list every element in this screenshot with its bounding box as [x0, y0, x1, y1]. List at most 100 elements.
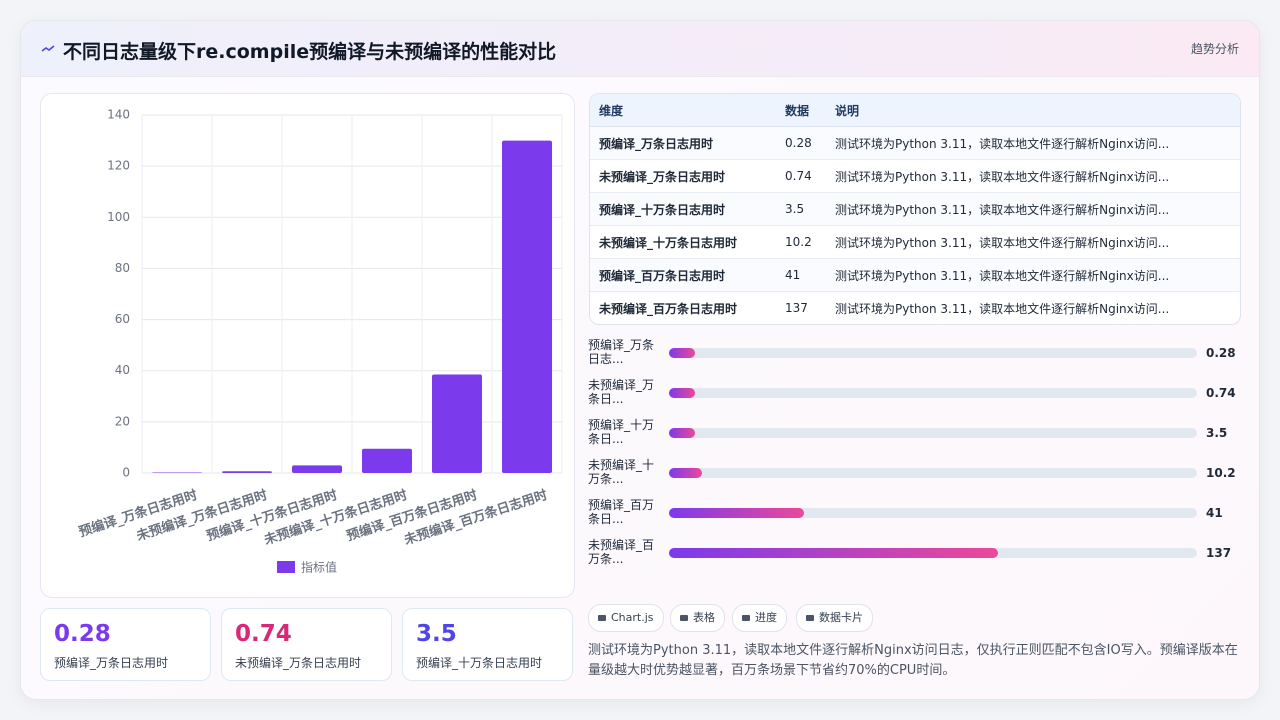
column-header: 维度	[590, 94, 776, 127]
column-header: 说明	[826, 94, 1240, 127]
table-cell: 测试环境为Python 3.11，读取本地文件逐行解析Nginx访问...	[826, 127, 1240, 160]
table-cell: 预编译_十万条日志用时	[590, 193, 776, 226]
progress-row: 未预编译_百万条... 137	[588, 538, 1248, 578]
bar	[362, 448, 412, 473]
view-tab[interactable]: 表格	[670, 604, 725, 632]
table-cell: 0.74	[776, 160, 826, 193]
progress-track	[669, 548, 1197, 558]
tab-label: 表格	[693, 611, 715, 624]
bar	[502, 140, 552, 474]
tab-label: 数据卡片	[819, 611, 863, 624]
progress-fill	[669, 348, 696, 358]
view-tab[interactable]: 数据卡片	[796, 604, 873, 632]
view-tab[interactable]: 进度	[732, 604, 787, 632]
progress-row: 未预编译_十万条... 10.2	[588, 458, 1248, 498]
chart-panel: 0 20 40 60 80 100 120 140 预编译_万条日志用时 未预编译_万条日志用时预…	[40, 93, 575, 598]
dashboard: 不同日志量级下re.compile预编译与未预编译的性能对比 趋势分析 0 20 4…	[20, 20, 1260, 700]
progress-value: 137	[1206, 546, 1232, 560]
bar	[432, 374, 482, 473]
table-row: 未预编译_百万条日志用时 137 测试环境为Python 3.11，读取本地文件逐行…	[590, 292, 1240, 324]
table-row: 预编译_百万条日志用时 41 测试环境为Python 3.11，读取本地文件逐行解析…	[590, 259, 1240, 292]
tab-label: 进度	[755, 611, 777, 624]
y-tick-label: 40	[115, 363, 130, 377]
progress-row: 预编译_十万条日... 3.5	[588, 418, 1248, 458]
legend-swatch	[277, 561, 295, 573]
legend-label: 指标值	[301, 560, 337, 575]
table-row: 未预编译_十万条日志用时 10.2 测试环境为Python 3.11，读取本地文件逐…	[590, 226, 1240, 259]
progress-fill	[669, 388, 696, 398]
progress-fill	[669, 548, 998, 558]
progress-track	[669, 468, 1197, 478]
table-row: 预编译_十万条日志用时 3.5 测试环境为Python 3.11，读取本地文件逐行解…	[590, 193, 1240, 226]
progress-value: 0.28	[1206, 346, 1236, 360]
tab-label: Chart.js	[611, 611, 654, 624]
table-cell: 0.28	[776, 127, 826, 160]
card-label: 未预编译_万条日志用时	[235, 656, 362, 670]
bar	[152, 472, 202, 473]
table-cell: 10.2	[776, 226, 826, 259]
progress-fill	[669, 428, 696, 438]
progress-label: 预编译_百万条日...	[588, 498, 655, 526]
trend-button[interactable]: 趋势分析	[1190, 42, 1239, 56]
progress-label: 未预编译_百万条...	[588, 538, 655, 566]
table-cell: 137	[785, 301, 808, 315]
progress-label: 预编译_万条日志...	[588, 338, 655, 366]
progress-track	[669, 388, 1197, 398]
progress-fill	[669, 508, 805, 518]
progress-label: 未预编译_万条日...	[588, 378, 655, 406]
progress-track	[669, 508, 1197, 518]
tab-icon	[598, 615, 606, 621]
table-cell: 预编译_万条日志用时	[590, 127, 776, 160]
progress-label: 预编译_十万条日...	[588, 418, 655, 446]
card-value: 0.28	[54, 621, 111, 647]
card-value: 3.5	[416, 621, 457, 647]
tab-icon	[806, 615, 814, 621]
progress-value: 0.74	[1206, 386, 1236, 400]
table-cell: 未预编译_万条日志用时	[590, 160, 776, 193]
bar-chart: 020406080100120140预编译_万条日志用时未预编译_万条日志用时预…	[77, 108, 563, 575]
table-row: 预编译_万条日志用时 0.28 测试环境为Python 3.11，读取本地文件逐行解…	[590, 127, 1240, 160]
table-cell: 41	[776, 259, 826, 292]
table-cell: 3.5	[776, 193, 826, 226]
y-tick-label: 100	[107, 210, 130, 224]
tab-icon	[742, 615, 750, 621]
view-tab[interactable]: Chart.js	[588, 604, 664, 632]
progress-value: 3.5	[1206, 426, 1228, 440]
table-cell: 未预编译_百万条日志用时	[599, 301, 738, 316]
y-tick-label: 20	[115, 414, 130, 428]
y-tick-label: 80	[115, 261, 130, 275]
table-row: 未预编译_万条日志用时 0.74 测试环境为Python 3.11，读取本地文件逐行…	[590, 160, 1240, 193]
stat-card: 0.28 预编译_万条日志用时	[40, 608, 211, 681]
y-tick-label: 140	[107, 108, 130, 122]
progress-row: 未预编译_万条日... 0.74	[588, 378, 1248, 418]
card-label: 预编译_万条日志用时	[54, 656, 169, 670]
progress-fill	[669, 468, 703, 478]
title-icon	[41, 45, 55, 52]
progress-value: 41	[1206, 506, 1223, 520]
bar	[292, 465, 342, 473]
data-table: 维度 数据 说明 预编译_万条日志用时 0.28 测试环境为Python 3.11，读取本…	[589, 93, 1241, 325]
progress-label: 未预编译_十万条...	[588, 458, 655, 486]
column-header: 数据	[776, 94, 826, 127]
bar	[222, 471, 272, 473]
table-cell: 预编译_百万条日志用时	[590, 259, 776, 292]
card-value: 0.74	[235, 621, 292, 647]
table-cell: 测试环境为Python 3.11，读取本地文件逐行解析Nginx访问...	[835, 301, 1170, 316]
table-cell: 测试环境为Python 3.11，读取本地文件逐行解析Nginx访问...	[826, 160, 1240, 193]
table-cell: 未预编译_十万条日志用时	[590, 226, 776, 259]
stat-card: 3.5 预编译_十万条日志用时	[402, 608, 573, 681]
y-tick-label: 60	[115, 312, 130, 326]
progress-row: 预编译_百万条日... 41	[588, 498, 1248, 538]
tab-icon	[680, 615, 688, 621]
title: 不同日志量级下re.compile预编译与未预编译的性能对比	[63, 41, 557, 63]
progress-track	[669, 348, 1197, 358]
note: 测试环境为Python 3.11，读取本地文件逐行解析Nginx访问日志，仅执行…	[588, 643, 1238, 678]
y-tick-label: 120	[107, 159, 130, 173]
header: 不同日志量级下re.compile预编译与未预编译的性能对比 趋势分析	[21, 21, 1259, 77]
table-cell: 测试环境为Python 3.11，读取本地文件逐行解析Nginx访问...	[826, 226, 1240, 259]
progress-row: 预编译_万条日志... 0.28	[588, 338, 1248, 378]
progress-track	[669, 428, 1197, 438]
table-cell: 测试环境为Python 3.11，读取本地文件逐行解析Nginx访问...	[826, 259, 1240, 292]
stat-card: 0.74 未预编译_万条日志用时	[221, 608, 392, 681]
card-label: 预编译_十万条日志用时	[416, 656, 543, 670]
